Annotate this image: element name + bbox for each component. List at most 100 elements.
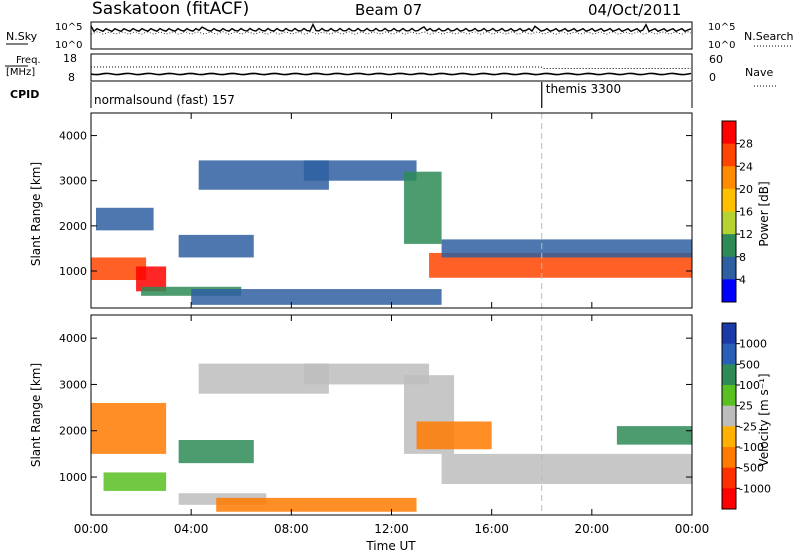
heatmap-region: [178, 440, 254, 464]
colorbar-tick-label: 25: [739, 400, 753, 413]
heatmap-region: [141, 286, 242, 296]
freq-label: Freq.: [16, 55, 41, 66]
y-tick-label: 4000: [59, 130, 87, 143]
power-colorbar: 28 24 20 16 12 8 4: [721, 120, 753, 303]
nsky-tick-bottom: 10^0: [55, 40, 82, 51]
heatmap-region: [91, 402, 167, 454]
nave-tick-bottom: 0: [709, 71, 716, 84]
freq-strip: Freq. [MHz] 18 8 60 0 Nave: [5, 52, 776, 87]
colorbar-segment: [722, 467, 736, 489]
nsky-strip: N.Sky 10^5 10^0 10^5 10^0 N.Search: [6, 21, 794, 51]
nsky-right-tick-top: 10^5: [708, 22, 735, 33]
heatmap-region: [191, 289, 442, 305]
nsky-label: N.Sky: [6, 30, 38, 43]
y-tick-label: 3000: [59, 378, 87, 391]
nsky-tick-top: 10^5: [55, 22, 82, 33]
nave-tick-top: 60: [709, 53, 723, 66]
freq-unit: [MHz]: [6, 67, 35, 78]
x-tick-label: 00:00: [675, 522, 710, 536]
colorbar-tick-label: 20: [739, 183, 753, 196]
velocity-ylabel: Slant Range [km]: [29, 363, 43, 467]
colorbar-segment: [722, 166, 736, 190]
colorbar-segment: [722, 364, 736, 386]
x-tick-label: 20:00: [575, 522, 610, 536]
cpid-label: CPID: [10, 88, 39, 101]
colorbar-tick-label: 500: [739, 358, 760, 371]
x-tick-label: 04:00: [174, 522, 209, 536]
x-tick-label: 16:00: [474, 522, 509, 536]
velocity-y-axis: 1000 2000 3000 4000: [59, 332, 692, 484]
velocity-heatmap: [91, 315, 692, 515]
colorbar-segment: [722, 211, 736, 235]
colorbar-tick-label: -500: [739, 462, 764, 475]
nsearch-label: N.Search: [744, 30, 794, 43]
colorbar-segment: [722, 405, 736, 427]
heatmap-region: [178, 234, 254, 258]
colorbar-segment: [722, 234, 736, 258]
velocity-colorbar: 1000 500 100 25 -25 -100 -500 -1000: [721, 322, 771, 510]
power-y-axis: 1000 2000 3000 4000: [59, 130, 692, 278]
x-tick-label: 12:00: [374, 522, 409, 536]
y-tick-label: 1000: [59, 471, 87, 484]
colorbar-segment: [722, 447, 736, 469]
y-tick-label: 2000: [59, 220, 87, 233]
velocity-panel: 1000 2000 3000 4000 Slant Range [km] 1000 50…: [29, 314, 771, 516]
colorbar-tick-label: -25: [739, 420, 757, 433]
y-tick-label: 2000: [59, 425, 87, 438]
y-tick-label: 3000: [59, 175, 87, 188]
heatmap-region: [303, 363, 430, 385]
cpid-strip: CPID normalsound (fast) 157 themis 3300: [10, 82, 693, 108]
colorbar-segment: [722, 279, 736, 303]
colorbar-tick-label: 24: [739, 160, 753, 173]
colorbar-segment: [722, 385, 736, 407]
heatmap-region: [404, 171, 442, 244]
heatmap-region: [96, 207, 154, 231]
velocity-colorbar-label: Velocity [m s⁻¹]: [757, 373, 771, 466]
y-tick-label: 4000: [59, 332, 87, 345]
y-tick-label: 1000: [59, 265, 87, 278]
colorbar-tick-label: -100: [739, 441, 764, 454]
colorbar-tick-label: 8: [739, 251, 746, 264]
colorbar-tick-label: 4: [739, 273, 746, 286]
colorbar-segment: [722, 426, 736, 448]
heatmap-region: [416, 421, 492, 450]
colorbar-tick-label: 28: [739, 138, 753, 151]
colorbar-tick-label: 12: [739, 228, 753, 241]
colorbar-segment: [722, 188, 736, 212]
colorbar-segment: [722, 343, 736, 365]
date-title: 04/Oct/2011: [588, 1, 681, 19]
x-tick-label: 08:00: [274, 522, 309, 536]
heatmap-region: [103, 472, 167, 491]
colorbar-tick-label: 16: [739, 206, 753, 219]
x-tick-label: 00:00: [74, 522, 109, 536]
power-ylabel: Slant Range [km]: [29, 162, 43, 266]
colorbar-segment: [722, 256, 736, 280]
nsky-right-tick-bottom: 10^0: [708, 40, 735, 51]
colorbar-segment: [722, 488, 736, 510]
colorbar-segment: [722, 143, 736, 167]
colorbar-tick-label: -1000: [739, 482, 771, 495]
colorbar-segment: [722, 323, 736, 345]
colorbar-tick-label: 100: [739, 379, 760, 392]
power-panel: 1000 2000 3000 4000 Slant Range [km] 28 24 20…: [29, 112, 771, 309]
time-axis: 00:00 04:00 08:00 12:00 16:00 20:00 00:00: [74, 113, 710, 536]
cpid-mode-normalsound: normalsound (fast) 157: [94, 93, 235, 107]
colorbar-segment: [722, 121, 736, 145]
nave-label: Nave: [745, 66, 773, 79]
x-axis-label: Time UT: [365, 539, 416, 553]
heatmap-region: [441, 239, 692, 258]
station-title: Saskatoon (fitACF): [92, 0, 249, 19]
heatmap-region: [216, 497, 417, 512]
freq-tick-bottom: 8: [68, 71, 75, 84]
heatmap-region: [616, 426, 692, 445]
power-colorbar-label: Power [dB]: [757, 181, 771, 246]
heatmap-region: [303, 160, 417, 181]
colorbar-tick-label: 1000: [739, 338, 767, 351]
beam-title: Beam 07: [355, 1, 422, 19]
heatmap-region: [441, 453, 692, 484]
freq-tick-top: 18: [63, 52, 77, 65]
heatmap-region: [91, 257, 147, 281]
cpid-mode-themis: themis 3300: [546, 82, 621, 96]
power-heatmap: [91, 113, 692, 308]
